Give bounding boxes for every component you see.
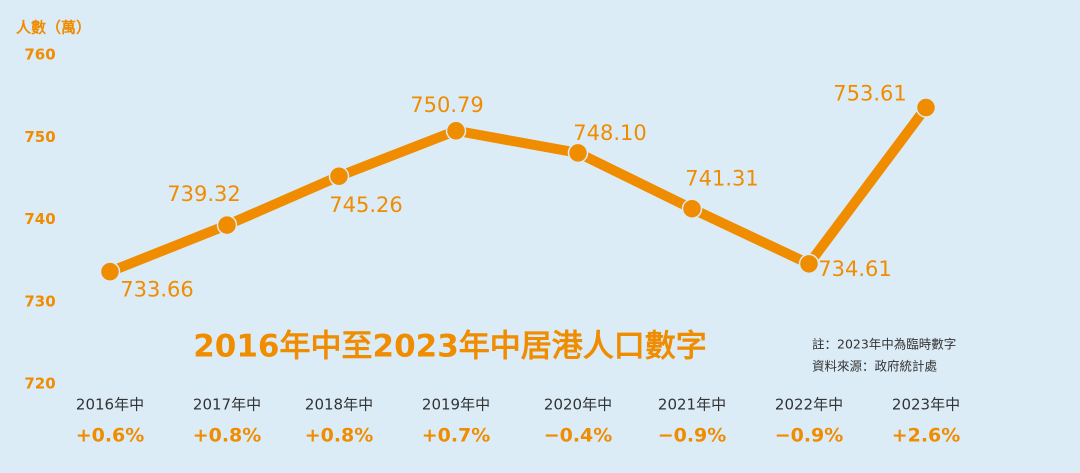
chart-title: 2016年中至2023年中居港人口數字 [193,329,707,365]
growth-label: −0.4% [544,425,613,447]
growth-label: −0.9% [658,425,727,447]
data-label: 753.61 [833,82,906,106]
growth-label: +0.7% [422,425,491,447]
x-tick-label: 2018年中 [305,396,373,414]
marker [328,165,350,187]
growth-label: +0.8% [193,425,262,447]
note: 註：2023年中為臨時數字 [812,337,956,352]
data-label: 750.79 [410,93,483,117]
y-axis-label: 人數（萬） [16,19,91,37]
x-tick-label: 2020年中 [544,396,612,414]
note: 資料來源：政府統計處 [812,359,938,374]
y-tick-label: 730 [24,292,55,310]
marker [681,198,703,219]
y-tick-label: 740 [24,210,55,228]
marker [216,214,238,236]
growth-label: −0.9% [775,425,844,447]
x-tick-label: 2021年中 [658,396,726,414]
data-label: 748.10 [573,121,646,145]
y-tick-label: 760 [24,46,55,64]
marker [445,120,467,142]
marker [99,261,121,282]
x-tick-label: 2023年中 [892,396,960,414]
marker [798,253,820,275]
x-tick-label: 2016年中 [76,396,144,414]
data-label: 741.31 [685,167,758,191]
data-label: 745.26 [329,193,402,217]
x-tick-label: 2019年中 [422,396,490,414]
growth-label: +2.6% [892,425,961,447]
data-label: 739.32 [167,182,240,206]
marker [915,97,937,118]
marker [567,142,589,164]
y-tick-label: 720 [24,375,55,393]
data-label: 734.61 [818,257,891,281]
data-label: 733.66 [120,278,193,302]
growth-label: +0.6% [76,425,145,447]
growth-label: +0.8% [305,425,374,447]
x-tick-label: 2022年中 [775,396,843,414]
y-tick-label: 750 [24,128,55,146]
line [108,104,931,277]
x-tick-label: 2017年中 [193,396,261,414]
